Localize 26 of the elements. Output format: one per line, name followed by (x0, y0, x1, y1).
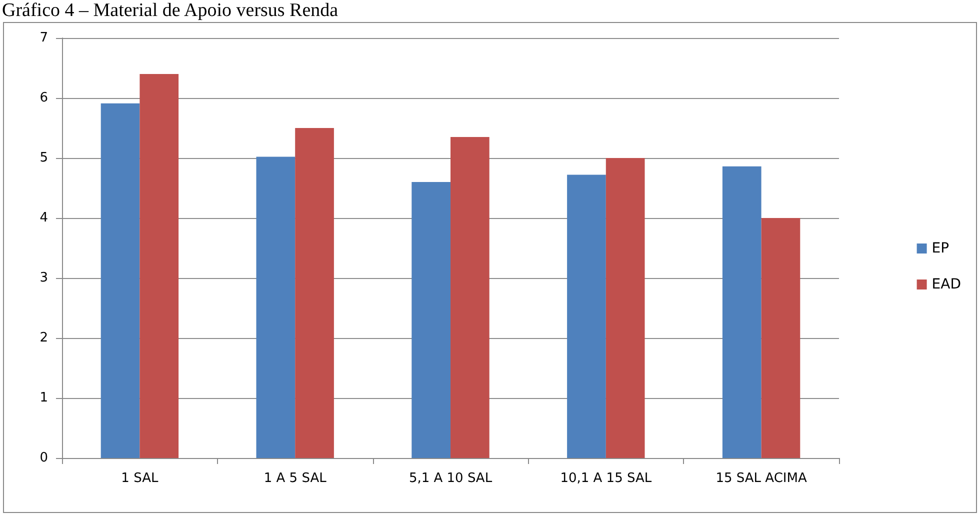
x-tick-label: 1 A 5 SAL (264, 471, 328, 486)
bar (761, 218, 800, 458)
y-tick-label: 1 (40, 390, 48, 406)
bar (722, 166, 762, 458)
y-tick-label: 3 (40, 270, 48, 286)
bar (567, 174, 606, 458)
y-tick-label: 5 (40, 150, 48, 166)
bar (412, 182, 450, 458)
y-tick-label: 6 (40, 90, 48, 106)
bar (295, 128, 334, 458)
chart-title: Gráfico 4 – Material de Apoio versus Renda (2, 0, 338, 22)
legend-label: EP (932, 240, 950, 256)
x-tick-label: 1 SAL (121, 471, 159, 486)
y-tick-label: 4 (40, 210, 48, 226)
y-tick-label: 7 (40, 30, 48, 46)
bar (606, 158, 645, 458)
bar (140, 74, 179, 458)
bar (450, 137, 490, 458)
y-tick-label: 0 (40, 450, 48, 466)
y-tick-label: 2 (40, 330, 48, 346)
legend-label: EAD (932, 276, 961, 292)
bar (100, 103, 140, 458)
x-tick-label: 10,1 A 15 SAL (560, 471, 652, 486)
x-tick-label: 5,1 A 10 SAL (408, 471, 493, 486)
x-tick-label: 15 SAL ACIMA (716, 471, 807, 486)
bar (256, 156, 296, 458)
